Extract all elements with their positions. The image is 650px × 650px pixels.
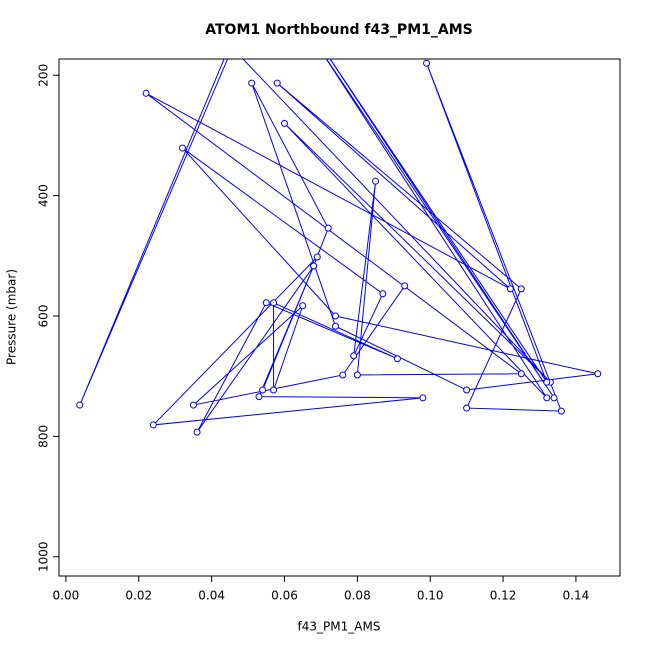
x-tick-label: 0.00 <box>53 589 80 603</box>
x-tick-label: 0.10 <box>417 589 444 603</box>
data-point <box>76 401 84 409</box>
data-point <box>248 79 256 87</box>
y-tick-label: 600 <box>37 305 51 328</box>
data-point <box>419 394 427 402</box>
y-tick-label: 200 <box>37 64 51 87</box>
data-point <box>331 312 339 320</box>
data-point <box>550 394 558 402</box>
data-point <box>393 355 401 363</box>
x-tick-label: 0.08 <box>344 589 371 603</box>
data-point <box>543 378 551 386</box>
y-tick-label: 1000 <box>37 541 51 572</box>
y-tick-label: 400 <box>37 184 51 207</box>
data-point <box>517 285 525 293</box>
data-point <box>299 302 307 310</box>
x-tick-label: 0.14 <box>563 589 590 603</box>
data-point <box>189 401 197 409</box>
x-axis-label: f43_PM1_AMS <box>298 620 381 634</box>
data-point <box>423 59 431 67</box>
data-point <box>318 42 324 48</box>
data-point <box>314 42 320 48</box>
plot-frame <box>58 58 621 577</box>
data-point <box>331 322 339 330</box>
x-tick-label: 0.04 <box>198 589 225 603</box>
data-point <box>401 282 409 290</box>
data-point <box>543 394 551 402</box>
data-point <box>557 407 565 415</box>
data-point <box>178 144 186 152</box>
data-point <box>270 386 278 394</box>
data-point <box>227 42 233 48</box>
data-point <box>353 371 361 379</box>
data-point <box>372 177 380 185</box>
data-point <box>463 386 471 394</box>
data-point <box>324 224 332 232</box>
data-point <box>280 119 288 127</box>
data-point <box>463 404 471 412</box>
chart-title: ATOM1 Northbound f43_PM1_AMS <box>205 22 472 38</box>
data-point <box>142 89 150 97</box>
data-point <box>313 253 321 261</box>
data-point <box>517 370 525 378</box>
data-point <box>339 371 347 379</box>
data-point <box>310 262 318 270</box>
data-point <box>594 370 602 378</box>
data-point <box>149 421 157 429</box>
data-point <box>230 42 236 48</box>
x-tick-label: 0.12 <box>490 589 517 603</box>
data-point <box>262 299 270 307</box>
y-tick-label: 800 <box>37 425 51 448</box>
data-point <box>506 285 514 293</box>
data-point <box>255 393 263 401</box>
data-point <box>273 79 281 87</box>
plot-area <box>76 42 602 436</box>
data-point <box>259 386 267 394</box>
x-tick-label: 0.02 <box>125 589 152 603</box>
data-point <box>350 352 358 360</box>
data-point <box>270 299 278 307</box>
data-point <box>193 428 201 436</box>
y-axis-label: Pressure (mbar) <box>5 269 19 365</box>
x-tick-label: 0.06 <box>271 589 298 603</box>
data-point <box>379 290 387 298</box>
